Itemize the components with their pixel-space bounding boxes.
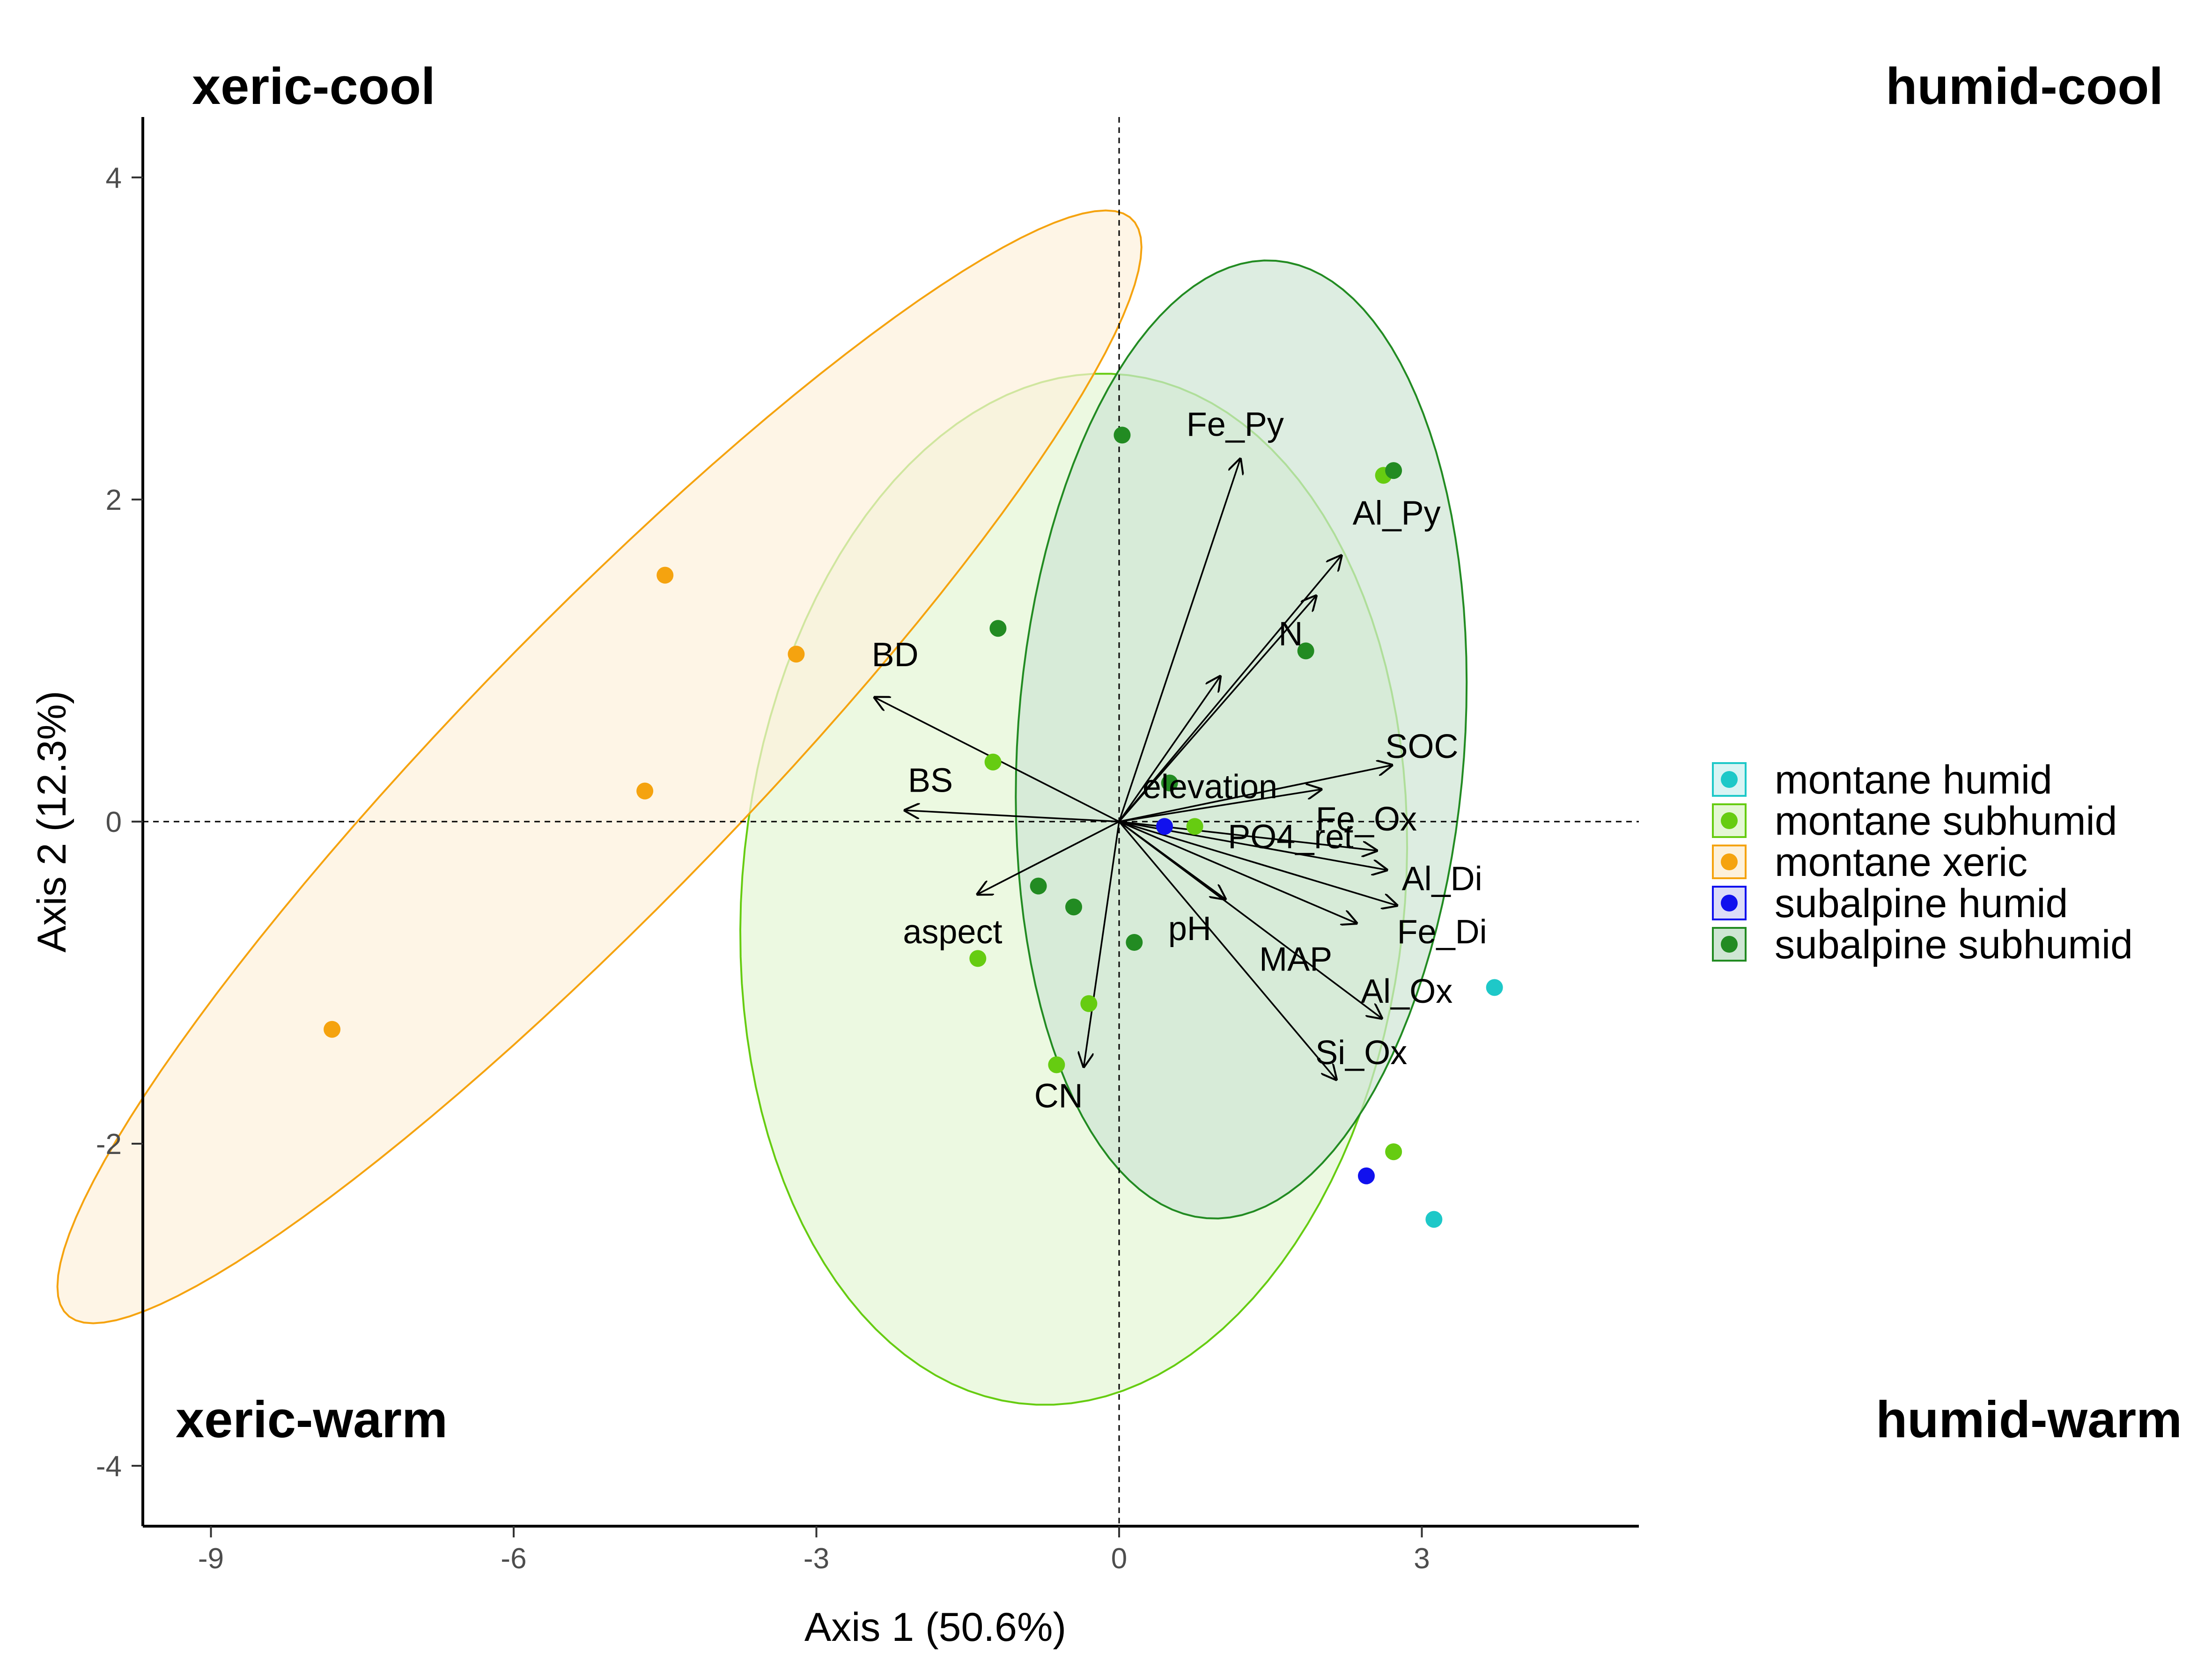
x-tick-label: -3 [804,1543,829,1575]
loading-arrow-map [1119,821,1356,923]
loading-label-bd: BD [872,636,919,674]
quadrant-label-bottom-right: humid-warm [1876,1391,2182,1448]
legend-item-montane-subhumid: montane subhumid [1712,799,2117,844]
x-tick-label: 3 [1414,1543,1430,1575]
loading-label-map: MAP [1259,941,1332,978]
legend-label-montane-subhumid: montane subhumid [1775,799,2117,844]
point-montane-xeric [656,566,674,584]
loading-arrow-bs [905,810,1120,823]
y-tick-label: 0 [106,806,122,838]
legend-label-subalpine-subhumid: subalpine subhumid [1775,922,2133,967]
point-subalpine-subhumid [1113,426,1131,444]
point-montane-xeric [788,646,805,663]
point-montane-subhumid [1385,1143,1402,1161]
y-axis-title: Axis 2 (12.3%) [29,691,74,952]
legend-label-montane-xeric: montane xeric [1775,840,2028,885]
loading-label-al-py: Al_Py [1353,494,1441,532]
loading-arrow-fe-ox [1119,789,1321,823]
legend-label-montane-humid: montane humid [1775,757,2052,802]
y-tick-label: 2 [106,484,122,516]
ellipse-subalpine-subhumid [1015,259,1468,1220]
y-tick-label: 4 [106,162,122,194]
point-subalpine-subhumid [1297,642,1314,660]
quadrant-label-top-left: xeric-cool [192,58,435,115]
loading-label-po4-ret: PO4_ret [1228,818,1353,856]
point-montane-subhumid [1186,818,1203,835]
point-subalpine-subhumid [1126,934,1143,951]
loading-label-aspect: aspect [903,913,1002,951]
loading-label-n: N [1278,615,1303,653]
point-subalpine-humid [1357,1167,1375,1184]
axes: -9 -6 -3 0 3 -4 -2 0 2 4 Axis 1 (50.6%) Axis 2 (12.… [29,117,1639,1650]
loading-label-al-di: Al_Di [1402,860,1482,897]
data-points [324,426,1503,1228]
legend-key-subalpine-subhumid [1712,927,1747,962]
loading-arrows [875,459,1396,1079]
loading-arrow-n [1118,596,1316,823]
loading-label-fe-di: Fe_Di [1397,913,1487,951]
y-tick-label: -2 [96,1128,122,1161]
loading-arrow-fe-py [1118,459,1240,822]
point-subalpine-subhumid [1030,877,1047,895]
loading-arrow-soc [1119,765,1392,823]
legend-swatch-subalpine-subhumid [1721,936,1738,953]
loading-label-fe-py: Fe_Py [1187,406,1284,443]
quadrant-labels: xeric-cool humid-cool xeric-warm humid-warm [176,58,2182,1448]
x-tick-label: 0 [1111,1543,1127,1575]
loading-arrow-si-ox [1118,821,1336,1079]
legend-item-subalpine-humid: subalpine humid [1712,881,2068,926]
legend-swatch-montane-humid [1721,771,1738,788]
loading-label-elevation: elevation [1143,768,1277,806]
loading-label-fe-ox: Fe_Ox [1316,801,1417,838]
legend-label-subalpine-humid: subalpine humid [1775,881,2068,926]
point-montane-subhumid [969,950,987,967]
quadrant-label-top-right: humid-cool [1886,58,2163,115]
x-axis-title: Axis 1 (50.6%) [804,1605,1066,1650]
point-montane-subhumid [984,753,1002,771]
point-montane-humid [1425,1211,1443,1228]
legend-key-montane-xeric [1712,845,1747,879]
point-montane-subhumid [1048,1056,1065,1073]
loading-arrow-fe-di [1119,821,1397,905]
legend-item-montane-xeric: montane xeric [1712,840,2028,885]
legend-item-subalpine-subhumid: subalpine subhumid [1712,922,2133,967]
point-montane-subhumid [1080,995,1098,1012]
point-subalpine-humid [1156,818,1173,835]
x-tick-label: -9 [198,1543,224,1575]
x-tick-label: -6 [501,1543,526,1575]
quadrant-label-bottom-left: xeric-warm [176,1391,448,1448]
point-subalpine-subhumid [1385,462,1402,479]
loading-label-si-ox: Si_Ox [1315,1034,1407,1072]
loading-label-cn: CN [1034,1078,1083,1115]
point-montane-xeric [636,782,654,800]
loading-arrow-aspect [978,821,1120,894]
loading-label-bs: BS [908,762,953,799]
legend-item-montane-humid: montane humid [1712,757,2052,802]
confidence-ellipses [56,209,1468,1406]
loading-label-al-ox: Al_Ox [1361,973,1453,1010]
loading-arrow-elevation [1118,676,1220,822]
point-subalpine-subhumid [989,620,1007,637]
point-subalpine-subhumid [1161,774,1178,792]
loading-arrow-al-ox [1118,821,1381,1018]
point-montane-humid [1486,979,1503,996]
point-subalpine-subhumid [1065,898,1083,916]
ellipse-montane-xeric [56,209,1143,1324]
loading-label-ph: pH [1168,910,1211,948]
point-montane-xeric [324,1021,341,1038]
legend-swatch-montane-subhumid [1721,812,1738,829]
y-tick-label: -4 [96,1450,122,1483]
legend-swatch-montane-xeric [1721,853,1738,870]
legend-swatch-subalpine-humid [1721,895,1738,911]
loading-label-soc: SOC [1385,728,1458,765]
loading-arrow-cn [1084,821,1120,1066]
